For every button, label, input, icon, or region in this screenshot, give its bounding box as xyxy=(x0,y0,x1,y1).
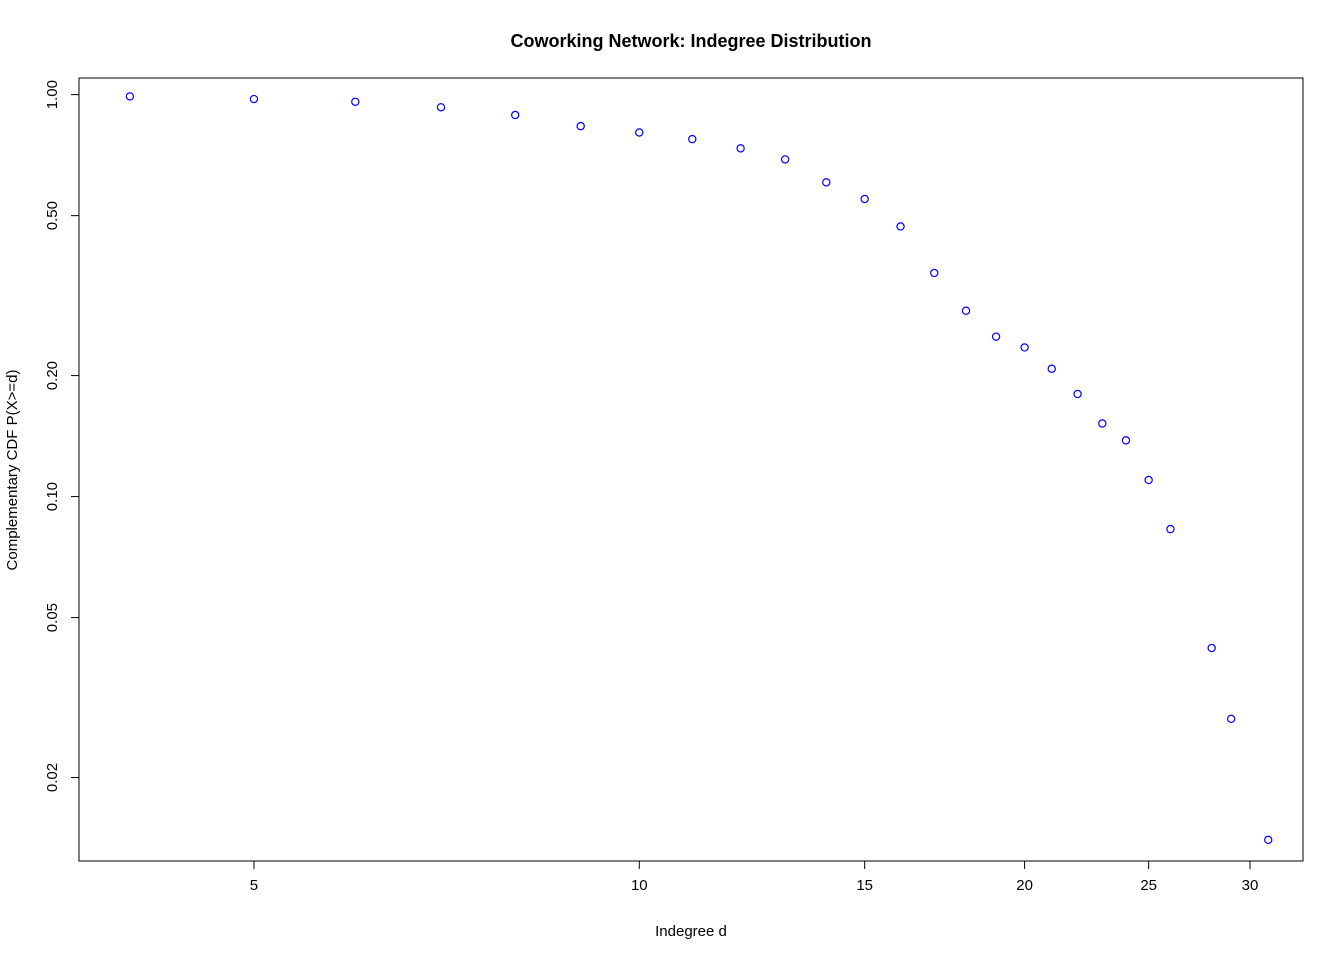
data-point xyxy=(991,332,1001,341)
y-tick-label: 0.20 xyxy=(44,361,61,390)
data-point xyxy=(635,128,644,137)
data-point xyxy=(436,103,446,112)
x-axis-label: Indegree d xyxy=(655,923,727,940)
data-point xyxy=(1226,714,1236,724)
plot-frame xyxy=(78,77,1304,862)
data-point xyxy=(1073,389,1082,399)
y-axis: 1.00 0.50 0.20 0.10 0.05 0.02 xyxy=(44,80,79,792)
data-point xyxy=(351,97,360,106)
data-point xyxy=(688,134,697,144)
data-point xyxy=(1264,835,1273,845)
data-point xyxy=(1098,419,1107,428)
y-tick-label: 1.00 xyxy=(44,80,61,109)
data-point xyxy=(930,268,939,278)
x-axis: 5 10 15 20 25 30 xyxy=(250,860,1259,894)
data-point xyxy=(576,121,585,131)
y-axis-label: Complementary CDF P(X>=d) xyxy=(4,370,21,571)
data-point xyxy=(961,306,971,315)
y-tick-label: 0.05 xyxy=(44,603,61,632)
data-point xyxy=(1144,475,1153,485)
x-tick-label: 25 xyxy=(1140,877,1157,894)
data-point xyxy=(1047,364,1056,373)
y-tick-label: 0.02 xyxy=(44,763,61,792)
x-tick-label: 15 xyxy=(856,877,873,894)
data-point xyxy=(249,94,259,104)
data-point xyxy=(511,110,520,120)
x-tick-label: 10 xyxy=(631,877,648,894)
data-point xyxy=(125,92,135,101)
y-tick-label: 0.10 xyxy=(44,482,61,511)
data-points xyxy=(125,92,1273,845)
data-point xyxy=(822,178,831,187)
data-point xyxy=(896,222,905,231)
x-tick-label: 5 xyxy=(250,877,258,894)
data-point xyxy=(1020,343,1029,352)
data-point xyxy=(736,144,745,153)
data-point xyxy=(1121,436,1131,445)
x-tick-label: 30 xyxy=(1242,877,1259,894)
data-point xyxy=(1166,524,1175,534)
data-point xyxy=(780,155,790,164)
data-point xyxy=(860,194,869,204)
chart-title: Coworking Network: Indegree Distribution xyxy=(510,31,871,51)
x-tick-label: 20 xyxy=(1016,877,1033,894)
data-point xyxy=(1207,643,1216,653)
y-tick-label: 0.50 xyxy=(44,201,61,230)
